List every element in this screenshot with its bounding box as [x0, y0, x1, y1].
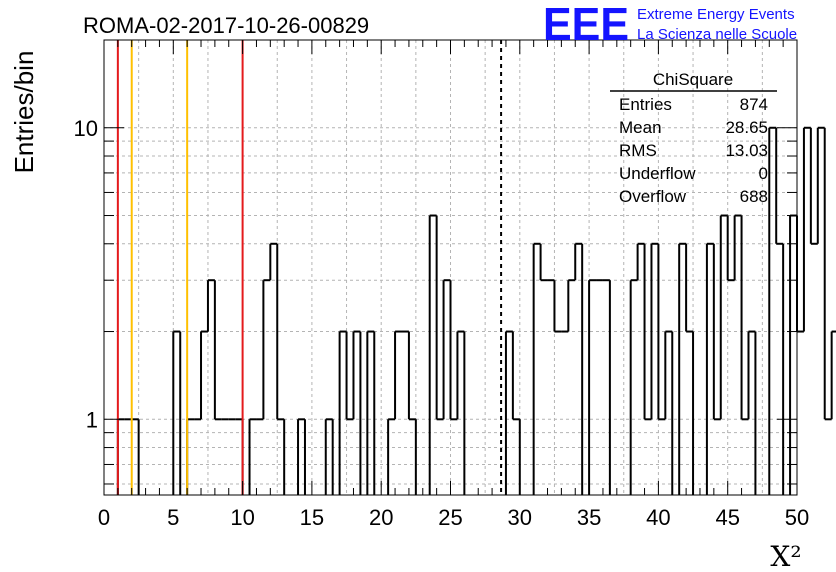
reference-lines	[116, 40, 503, 495]
histogram-bars	[116, 126, 836, 495]
stats-label-rms: RMS	[619, 141, 657, 160]
x-tick-label: 40	[646, 505, 670, 530]
logo-line-1: Extreme Energy Events	[637, 6, 795, 23]
stats-value-overflow: 688	[740, 187, 768, 206]
x-tick-label: 10	[230, 505, 254, 530]
stats-box: ChiSquare Entries 874 Mean 28.65 RMS 13.…	[610, 70, 777, 206]
axis-ticks: 0 5 10 15 20 25 30 35 40 45 50 1 10	[74, 40, 809, 530]
y-tick-label: 1	[86, 407, 98, 432]
eee-logo: EEE	[543, 0, 629, 50]
stats-label-overflow: Overflow	[619, 187, 687, 206]
stats-value-rms: 13.03	[725, 141, 768, 160]
stats-label-underflow: Underflow	[619, 164, 696, 183]
chart-title: ROMA-02-2017-10-26-00829	[83, 13, 369, 38]
logo-line-2: La Scienza nelle Scuole	[637, 26, 797, 43]
x-tick-label: 50	[785, 505, 809, 530]
stats-value-entries: 874	[740, 95, 768, 114]
stats-value-underflow: 0	[759, 164, 768, 183]
stats-value-mean: 28.65	[725, 118, 768, 137]
x-tick-label: 35	[577, 505, 601, 530]
x-tick-label: 25	[438, 505, 462, 530]
stats-box-name: ChiSquare	[653, 70, 733, 89]
x-tick-label: 5	[167, 505, 179, 530]
x-tick-label: 45	[715, 505, 739, 530]
x-tick-label: 0	[98, 505, 110, 530]
x-tick-label: 15	[300, 505, 324, 530]
stats-label-mean: Mean	[619, 118, 662, 137]
stats-label-entries: Entries	[619, 95, 672, 114]
x-tick-label: 30	[508, 505, 532, 530]
x-axis-label: X²	[770, 540, 801, 572]
x-tick-label: 20	[369, 505, 393, 530]
y-tick-label: 10	[74, 116, 98, 141]
y-axis-label: Entries/bin	[9, 51, 39, 174]
